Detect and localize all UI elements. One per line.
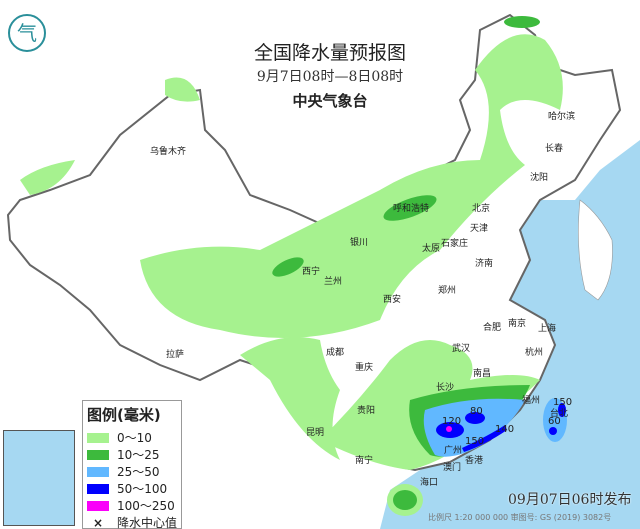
legend-item: 0～10: [87, 429, 181, 446]
legend-label: 50～100: [117, 482, 168, 496]
rain-center-x-icon: ×: [92, 515, 104, 529]
legend-item: 25～50: [87, 463, 181, 480]
city-label: 兰州: [324, 275, 342, 287]
legend-swatch: [87, 483, 109, 494]
city-label: 天津: [470, 223, 488, 234]
legend-item: 50～100: [87, 480, 181, 497]
city-label: 澳门: [443, 461, 461, 473]
map-title: 全国降水量预报图: [253, 42, 406, 64]
city-label: 合肥: [483, 321, 501, 333]
legend: 图例(毫米) 0～10 10～25 25～50 50～100 100～250 ×…: [82, 400, 182, 529]
city-label: 台北: [550, 407, 568, 419]
legend-item: 100～250: [87, 497, 181, 514]
city-label: 重庆: [355, 361, 373, 373]
legend-swatch: [87, 466, 109, 477]
city-label: 武汉: [452, 342, 470, 354]
city-label: 南昌: [473, 367, 491, 379]
city-label: 郑州: [438, 284, 456, 296]
city-label: 沈阳: [530, 171, 548, 183]
city-label: 呼和浩特: [393, 202, 429, 214]
sea: [380, 140, 640, 529]
city-label: 拉萨: [166, 348, 184, 360]
city-label: 西安: [383, 293, 401, 305]
city-label: 南宁: [355, 454, 373, 466]
city-label: 哈尔滨: [548, 110, 575, 122]
city-label: 乌鲁木齐: [150, 145, 186, 157]
rain-center-values: 120 80 140 150 150 60: [442, 397, 572, 447]
city-label: 昆明: [306, 427, 324, 438]
city-label: 南京: [508, 317, 526, 329]
legend-swatch: [87, 432, 109, 443]
city-label: 长春: [545, 142, 563, 154]
issue-time: 09月07日06时发布: [508, 492, 632, 508]
rain-center-value: 60: [548, 416, 561, 427]
legend-label: 10～25: [117, 448, 160, 462]
city-label: 贵阳: [357, 404, 375, 416]
city-label: 成都: [326, 346, 344, 358]
rain-100-250-area: [446, 426, 452, 432]
city-label: 广州: [444, 444, 462, 456]
scale-note: 比例尺 1:20 000 000 审图号: GS (2019) 3082号: [428, 513, 612, 522]
city-label: 北京: [472, 202, 490, 214]
south-china-sea-inset: [3, 430, 75, 526]
legend-item: × 降水中心值: [87, 514, 181, 529]
city-label: 福州: [522, 394, 540, 406]
issuer: 中央气象台: [292, 92, 368, 110]
legend-swatch: [87, 449, 109, 460]
cma-logo: 气: [8, 14, 46, 52]
legend-label: 0～10: [117, 431, 152, 445]
forecast-period: 9月7日08时—8日08时: [256, 69, 404, 85]
city-label: 海口: [420, 476, 438, 488]
legend-title: 图例(毫米): [87, 406, 161, 424]
city-label: 杭州: [525, 346, 543, 358]
rain-center-value: 140: [495, 424, 514, 435]
legend-label: 100～250: [117, 499, 175, 513]
korea: [578, 199, 613, 301]
rain-center-value: 120: [442, 416, 461, 427]
city-label: 太原: [422, 242, 440, 254]
city-label: 上海: [538, 322, 556, 334]
city-labels: 乌鲁木齐 哈尔滨 长春 沈阳 北京 天津 呼和浩特 银川 西宁 兰州 太原 石家…: [150, 110, 575, 488]
city-label: 石家庄: [441, 237, 468, 249]
legend-label: 降水中心值: [117, 516, 178, 529]
city-label: 长沙: [436, 381, 454, 393]
rain-center-value: 150: [465, 436, 484, 447]
rain-center-value: 80: [470, 406, 483, 417]
legend-label: 25～50: [117, 465, 160, 479]
city-label: 济南: [475, 257, 493, 269]
legend-swatch: [87, 500, 109, 511]
rain-center-value: 150: [553, 397, 572, 408]
city-label: 香港: [465, 454, 483, 466]
city-label: 西宁: [302, 265, 320, 277]
city-label: 银川: [350, 236, 368, 248]
legend-item: 10～25: [87, 446, 181, 463]
